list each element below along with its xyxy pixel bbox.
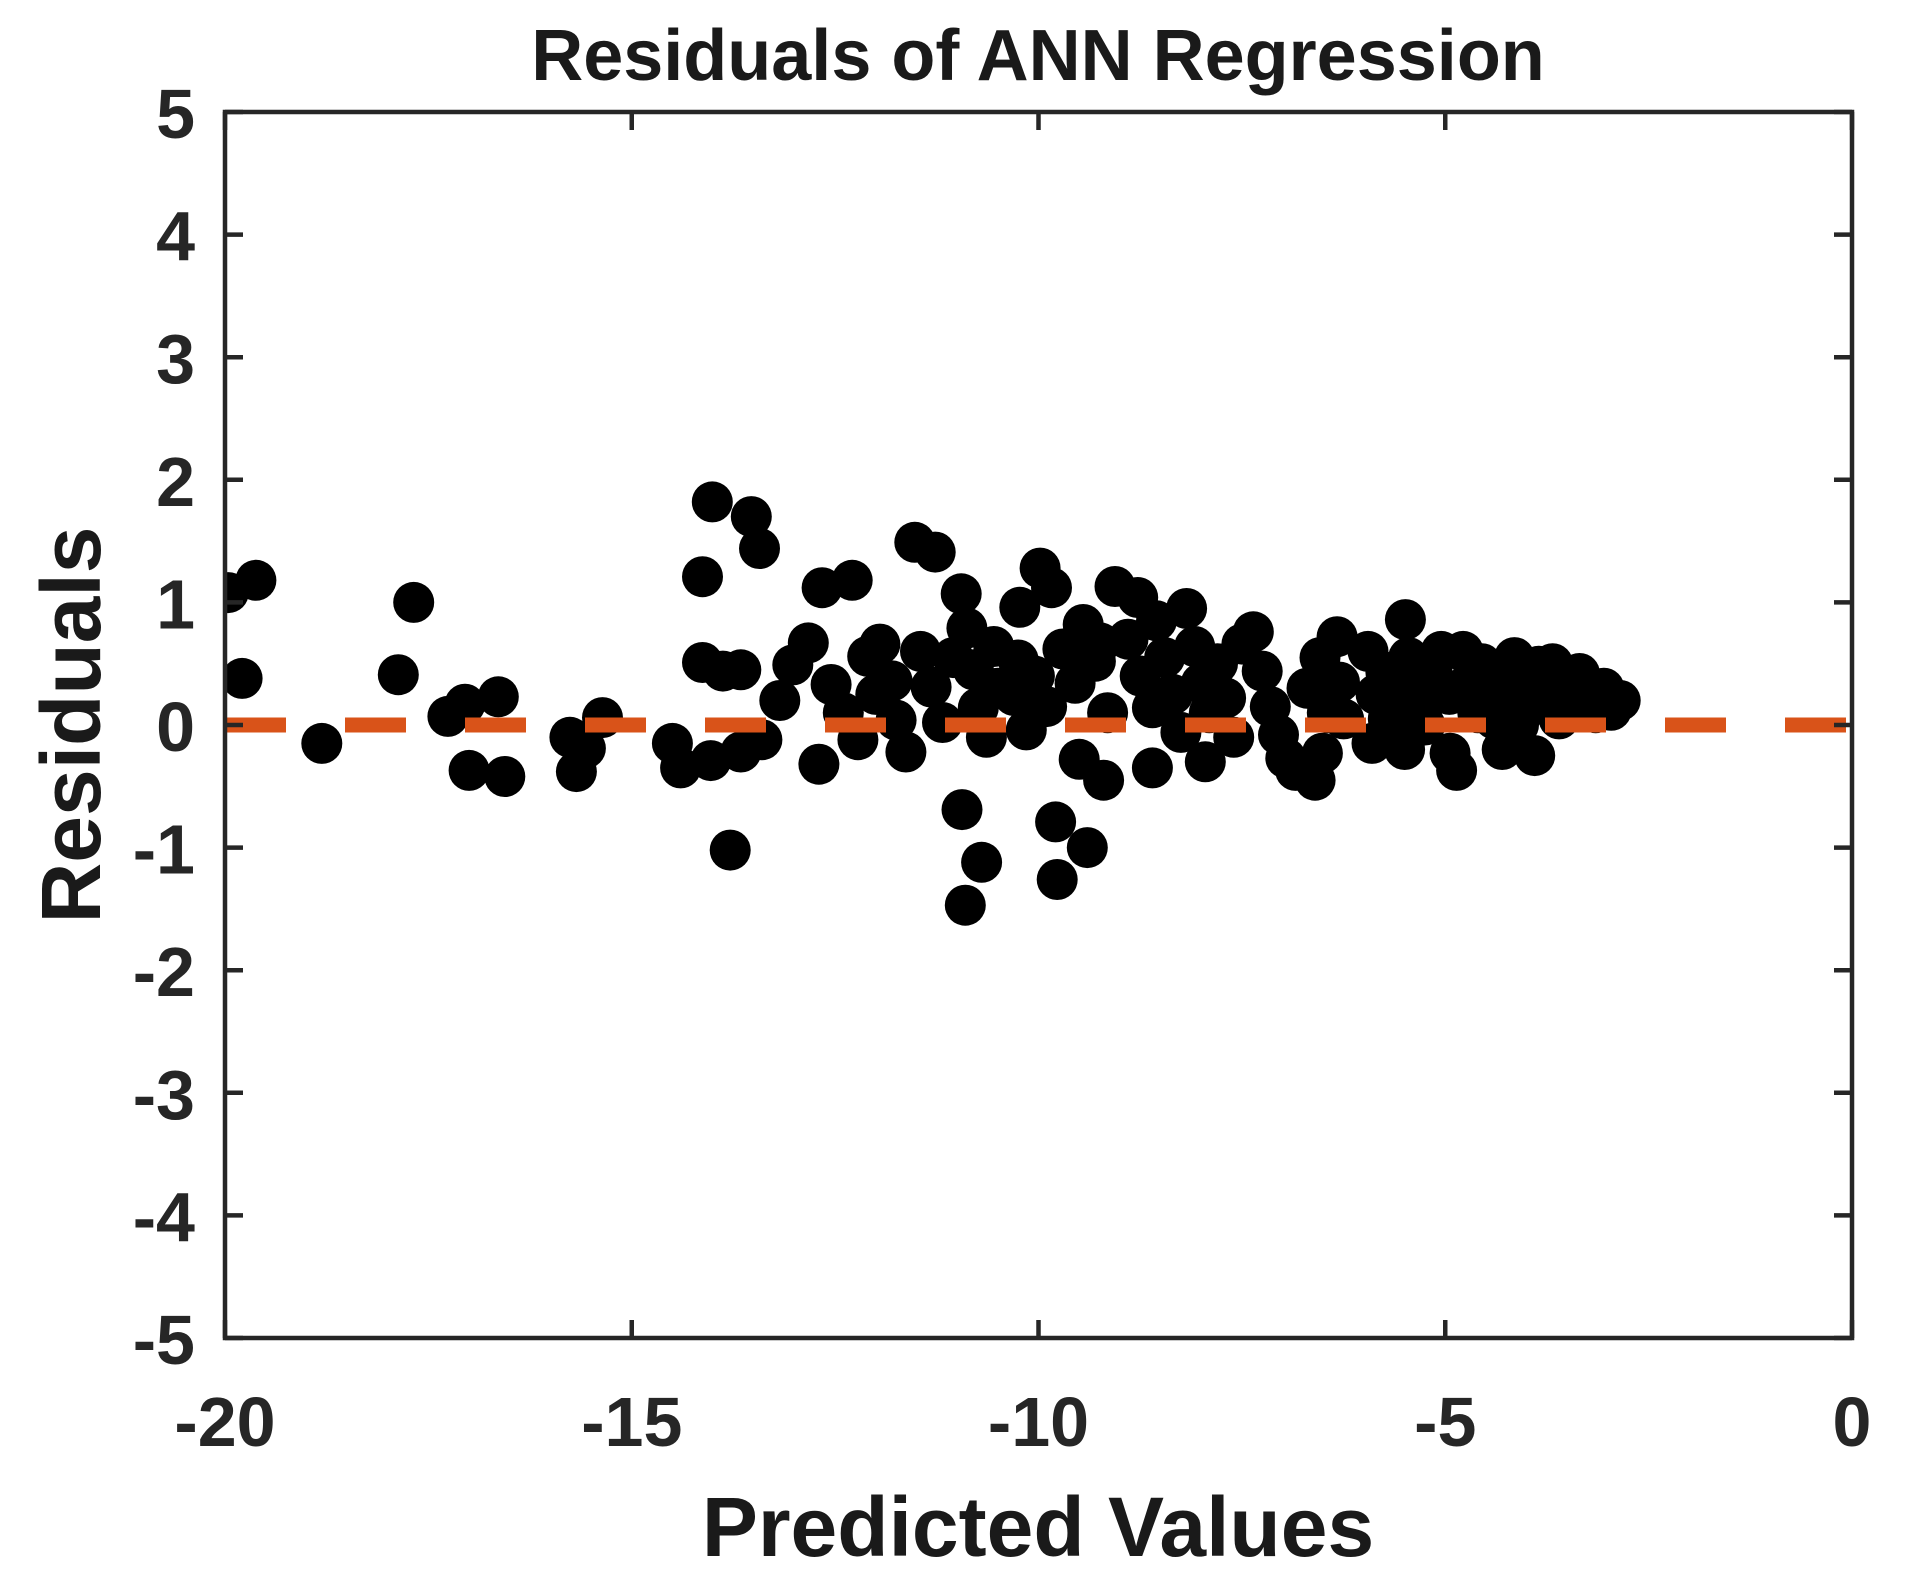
x-tick-label: -20 xyxy=(174,1383,275,1461)
y-tick-label: 1 xyxy=(156,565,195,643)
scatter-point xyxy=(798,743,840,785)
scatter-point xyxy=(301,722,343,764)
scatter-point xyxy=(961,841,1003,883)
scatter-point xyxy=(914,531,956,573)
scatter-point xyxy=(940,573,982,615)
y-tick-label: -2 xyxy=(133,933,195,1011)
scatter-point xyxy=(709,829,751,871)
scatter-point xyxy=(900,630,941,672)
y-tick-label: 3 xyxy=(156,320,195,398)
scatter-point xyxy=(377,654,419,696)
scatter-point xyxy=(941,789,983,831)
y-tick-label: -3 xyxy=(133,1056,195,1134)
x-tick-label: -5 xyxy=(1414,1383,1476,1461)
scatter-point xyxy=(682,556,723,598)
scatter-point xyxy=(885,731,927,773)
scatter-point xyxy=(1031,567,1072,609)
scatter-point xyxy=(691,481,733,523)
scatter-point xyxy=(787,622,829,664)
scatter-point xyxy=(1066,827,1108,869)
scatter-point xyxy=(720,649,762,691)
scatter-point xyxy=(1205,677,1247,719)
scatter-point xyxy=(1384,599,1426,641)
y-axis-label: Residuals xyxy=(24,527,118,924)
scatter-point xyxy=(871,660,913,702)
scatter-point xyxy=(910,666,952,708)
scatter-point xyxy=(1035,801,1077,843)
y-tick-label: 5 xyxy=(156,75,195,153)
scatter-point xyxy=(1436,749,1478,791)
scatter-point xyxy=(831,559,873,601)
scatter-point xyxy=(1184,741,1226,783)
scatter-point xyxy=(448,749,490,791)
scatter-point xyxy=(1166,588,1208,629)
scatter-point xyxy=(1036,859,1078,900)
scatter-points xyxy=(225,481,1641,926)
scatter-point xyxy=(477,676,519,718)
scatter-point xyxy=(1514,735,1556,777)
y-tick-label: 0 xyxy=(156,688,195,766)
x-axis-tick-labels: -20 -15 -10 -5 0 xyxy=(174,1383,1871,1461)
y-tick-label: -1 xyxy=(133,811,195,889)
x-axis-label: Predicted Values xyxy=(702,1480,1374,1574)
scatter-point xyxy=(944,884,986,926)
scatter-point xyxy=(225,657,263,699)
scatter-point xyxy=(1316,616,1358,658)
scatter-point xyxy=(444,683,486,725)
scatter-point xyxy=(759,680,801,721)
scatter-point xyxy=(922,702,963,743)
y-tick-label: -4 xyxy=(133,1178,195,1256)
x-tick-label: -15 xyxy=(581,1383,682,1461)
y-tick-label: -5 xyxy=(133,1301,195,1379)
scatter-point xyxy=(1404,704,1446,746)
axis-ticks xyxy=(222,109,1855,1341)
scatter-point xyxy=(1301,732,1343,774)
scatter-point xyxy=(999,586,1041,628)
scatter-point xyxy=(739,528,780,569)
scatter-point xyxy=(393,581,435,623)
scatter-point xyxy=(1131,747,1173,789)
scatter-point xyxy=(1232,611,1274,653)
scatter-point xyxy=(1026,686,1068,728)
scatter-point xyxy=(564,727,606,769)
x-tick-label: 0 xyxy=(1833,1383,1872,1461)
x-tick-label: -10 xyxy=(988,1383,1089,1461)
y-tick-label: 2 xyxy=(156,443,195,521)
y-tick-label: 4 xyxy=(156,198,195,276)
scatter-point xyxy=(484,756,526,797)
y-axis-tick-labels: -5 -4 -3 -2 -1 0 1 2 3 4 5 xyxy=(133,75,195,1379)
scatter-point xyxy=(1319,661,1360,703)
scatter-point xyxy=(1083,759,1125,801)
scatter-point xyxy=(235,559,277,601)
scatter-point xyxy=(1241,650,1283,692)
scatter-point xyxy=(730,496,772,538)
scatter-point xyxy=(859,623,901,665)
scatter-point xyxy=(1599,680,1641,721)
chart-title: Residuals of ANN Regression xyxy=(531,16,1545,96)
